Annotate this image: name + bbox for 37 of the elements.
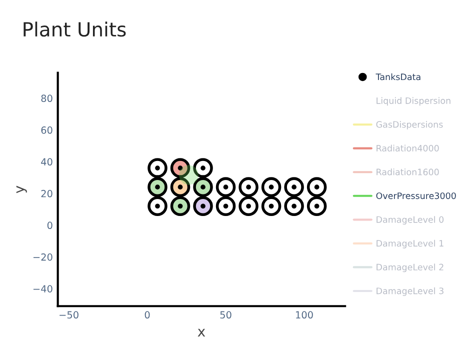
x-tick-label: 100 — [296, 311, 313, 319]
legend-label: DamageLevel 1 — [376, 240, 444, 248]
point — [261, 177, 282, 197]
x-tick-label: 0 — [144, 311, 150, 319]
y-tick-label: 80 — [41, 94, 52, 102]
x-tick-label: 50 — [220, 311, 232, 319]
legend-label: GasDispersions — [376, 120, 443, 130]
text: Liquid Dispersion — [376, 97, 450, 106]
legend-label: OverPressure3000 — [376, 192, 456, 200]
point — [216, 177, 236, 197]
x-tick-label: −50 — [60, 311, 78, 319]
point — [148, 196, 168, 216]
point — [216, 196, 236, 216]
point — [193, 158, 213, 178]
y-tick-label: −20 — [33, 253, 52, 261]
point — [284, 177, 304, 197]
legend-label: Radiation1600 — [376, 168, 439, 176]
point — [261, 196, 282, 216]
legend-label: DamageLevel 2 — [376, 264, 444, 272]
chart-title: Plant Units — [24, 22, 126, 37]
point — [148, 158, 168, 178]
legend-label: DamageLevel 0 — [376, 216, 444, 225]
x-axis-title: x — [198, 328, 206, 337]
legend-label: TanksData — [376, 73, 420, 80]
y-axis-title: y — [16, 186, 27, 194]
y-tick-label: −40 — [33, 285, 52, 292]
point — [238, 196, 258, 216]
y-tick-label: 60 — [41, 126, 52, 134]
y-tick-label: 0 — [47, 222, 52, 230]
point — [238, 177, 258, 197]
point — [306, 196, 327, 216]
legend-label: DamageLevel 3 — [376, 287, 444, 296]
y-tick-label: 40 — [41, 158, 52, 166]
legend-label: Radiation4000 — [376, 144, 439, 152]
point — [284, 196, 304, 216]
y-tick-label: 20 — [41, 190, 52, 198]
point — [306, 177, 327, 197]
